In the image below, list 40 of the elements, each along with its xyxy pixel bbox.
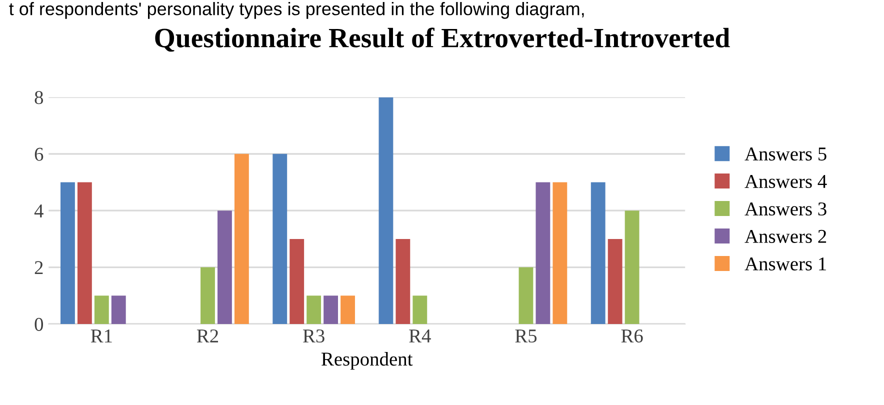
bar xyxy=(590,182,606,324)
bar xyxy=(552,182,568,324)
bar xyxy=(200,267,215,324)
bar xyxy=(290,238,304,324)
legend-label: Answers 5 xyxy=(744,148,826,161)
bar xyxy=(324,296,338,324)
bar xyxy=(536,182,550,324)
bar xyxy=(60,182,75,324)
legend-label: Answers 3 xyxy=(744,202,826,216)
x-tick-label: R2 xyxy=(196,329,218,342)
bar xyxy=(77,182,92,324)
x-tick-label: R3 xyxy=(303,329,324,343)
bar xyxy=(94,296,109,324)
x-tick-label: R1 xyxy=(90,330,112,342)
legend-label: Answers 4 xyxy=(744,175,827,188)
bar xyxy=(378,97,394,324)
legend-label: Answers 1 xyxy=(744,257,826,270)
legend-label: Answers 2 xyxy=(744,230,826,243)
y-tick-label: 2 xyxy=(34,261,43,274)
bar xyxy=(272,154,288,324)
x-tick-label: R5 xyxy=(515,330,537,343)
y-tick-label: 6 xyxy=(34,148,44,161)
bar xyxy=(218,210,232,324)
bar xyxy=(518,267,534,324)
bar xyxy=(396,238,410,324)
y-tick-label: 8 xyxy=(34,91,44,104)
y-tick-label: 0 xyxy=(34,318,44,331)
text: t of respondents' personality types is presented in the following diagram, xyxy=(9,2,584,19)
y-tick-label: 4 xyxy=(34,204,44,218)
chart-title: Questionnaire Result of Extroverted-Introverted xyxy=(155,28,730,52)
bar xyxy=(624,210,640,324)
x-tick-label: R4 xyxy=(409,330,431,342)
x-tick-label: R6 xyxy=(621,329,643,343)
x-axis-title: Respondent xyxy=(322,352,413,370)
bar xyxy=(340,296,355,324)
bar xyxy=(608,238,622,324)
bar xyxy=(111,296,126,324)
bar xyxy=(234,154,249,324)
bar xyxy=(412,296,428,324)
bar xyxy=(306,296,322,324)
